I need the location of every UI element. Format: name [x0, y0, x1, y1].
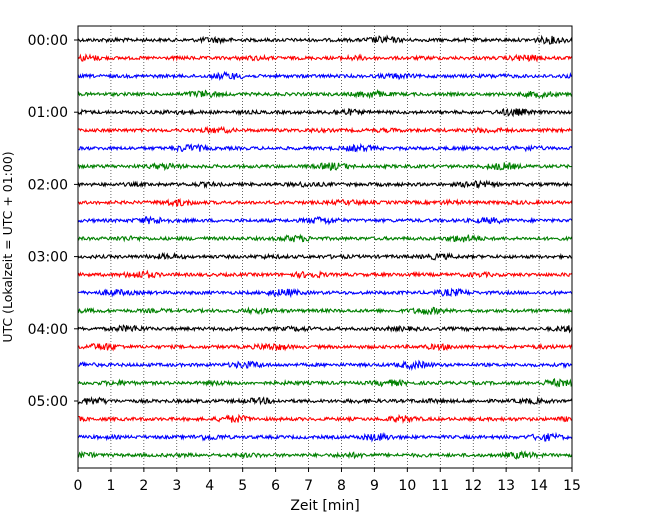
trace-0345 [77, 306, 573, 316]
trace-0015 [77, 53, 573, 63]
trace-0130 [77, 142, 573, 153]
x-tick-label: 4 [205, 478, 214, 494]
trace-0400 [77, 324, 573, 334]
trace-0430 [77, 359, 573, 372]
trace-0230 [77, 215, 573, 226]
x-tick-label: 0 [74, 478, 83, 494]
trace-0030 [77, 70, 573, 81]
x-tick-label: 15 [563, 478, 581, 494]
x-tick-label: 10 [398, 478, 416, 494]
trace-0515 [77, 413, 573, 424]
x-tick-label: 7 [304, 478, 313, 494]
trace-0000 [77, 34, 573, 45]
y-tick-label: 03:00 [28, 250, 68, 266]
x-tick-label: 12 [464, 478, 482, 494]
y-tick-label: 00:00 [28, 33, 68, 49]
trace-0200 [77, 179, 573, 190]
x-tick-label: 13 [497, 478, 515, 494]
trace-0330 [77, 287, 573, 299]
plot-frame [77, 25, 573, 469]
y-tick-label: 05:00 [28, 394, 68, 410]
x-tick-label: 3 [172, 478, 181, 494]
x-axis-label: Zeit [min] [290, 498, 359, 514]
y-axis-ticks: 00:00 01:00 02:00 03:00 04:00 05:00 [28, 33, 78, 410]
y-tick-label: 02:00 [28, 177, 68, 193]
trace-0215 [77, 197, 573, 208]
x-tick-label: 14 [530, 478, 548, 494]
trace-0245 [77, 233, 573, 243]
y-axis-label: UTC (Lokalzeit = UTC + 01:00) [0, 151, 15, 342]
trace-layer [77, 34, 573, 460]
x-tick-label: 11 [431, 478, 449, 494]
trace-0500 [77, 395, 573, 406]
trace-0115 [77, 125, 573, 135]
trace-0530 [77, 431, 573, 443]
trace-0145 [77, 162, 573, 172]
trace-0415 [77, 342, 573, 352]
x-tick-label: 1 [106, 478, 115, 494]
y-tick-label: 04:00 [28, 322, 68, 338]
y-tick-label: 01:00 [28, 105, 68, 121]
trace-0445 [77, 377, 573, 388]
trace-0300 [77, 251, 573, 261]
x-tick-label: 8 [337, 478, 346, 494]
x-axis-ticks: 0 1 2 3 4 5 6 7 8 9 10 11 12 13 14 15 [74, 468, 581, 494]
x-tick-label: 2 [139, 478, 148, 494]
trace-0315 [77, 269, 573, 279]
trace-0045 [77, 88, 573, 100]
trace-0100 [77, 107, 573, 118]
x-tick-label: 6 [271, 478, 280, 494]
x-tick-label: 5 [238, 478, 247, 494]
x-tick-label: 9 [370, 478, 379, 494]
trace-0545 [77, 450, 573, 460]
